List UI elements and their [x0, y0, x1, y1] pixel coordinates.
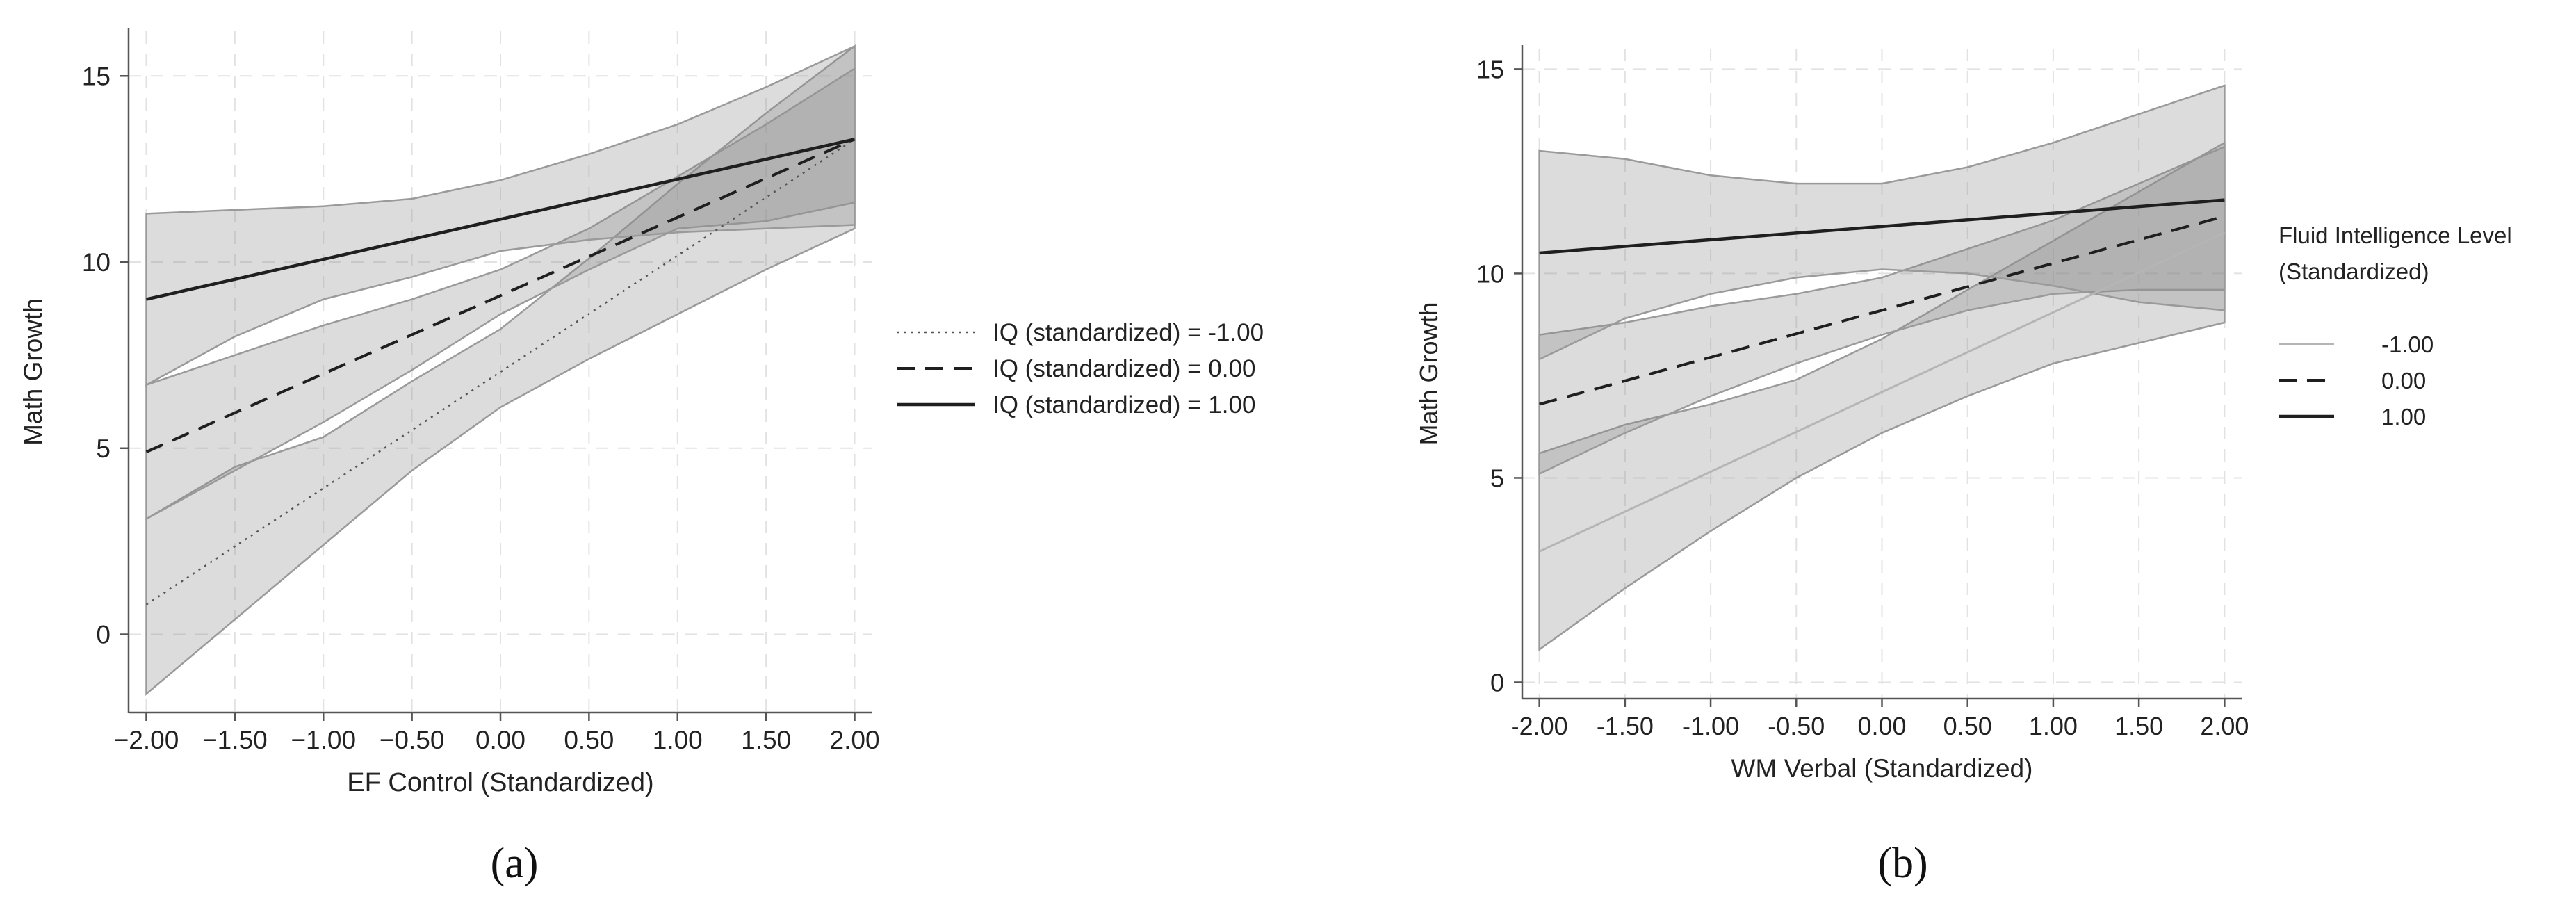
chart-panel-a: −2.00 −1.50 −1.00 −0.50 0.00 0.50 1.00 1.50 2.00… — [19, 28, 1264, 887]
legend-label: 1.00 — [2381, 404, 2426, 430]
x-tick-label: -0.50 — [1768, 712, 1825, 740]
legend-label: -1.00 — [2381, 332, 2434, 357]
series-line-dashed — [145, 138, 856, 453]
panel-label: (a) — [491, 840, 539, 887]
confidence-band-solid — [145, 44, 856, 387]
x-tick-label: 1.50 — [741, 726, 791, 754]
x-tick-label: 1.00 — [2029, 712, 2078, 740]
y-tick-label: 10 — [1476, 259, 1504, 288]
y-tick-label: 5 — [1490, 464, 1504, 492]
confidence-band-dotted — [145, 44, 856, 696]
x-tick-label: 0.50 — [1943, 712, 1992, 740]
series-line-light — [1539, 231, 2225, 553]
legend-label: 0.00 — [2381, 368, 2426, 393]
x-tick-label: 1.00 — [653, 726, 703, 754]
x-tick-label: 2.00 — [2200, 712, 2249, 740]
y-tick-label: 15 — [1476, 55, 1504, 83]
legend-title: (Standardized) — [2279, 259, 2429, 284]
x-tick-label: -1.50 — [1597, 712, 1654, 740]
series-line-solid — [1539, 198, 2225, 255]
y-tick-label: 10 — [82, 248, 111, 277]
legend-label: IQ (standardized) = 0.00 — [993, 355, 1255, 382]
legend-label: IQ (standardized) = 1.00 — [993, 391, 1255, 418]
x-axis-title: WM Verbal (Standardized) — [1731, 754, 2033, 783]
x-tick-label: 1.50 — [2114, 712, 2163, 740]
chart-panel-b: -2.00 -1.50 -1.00 -0.50 0.00 0.50 1.00 1.50 2.00… — [1415, 45, 2512, 887]
y-tick-label: 0 — [96, 621, 111, 649]
y-axis-title: Math Growth — [1415, 302, 1443, 445]
legend-label: IQ (standardized) = -1.00 — [993, 319, 1264, 346]
legend-title: Fluid Intelligence Level — [2279, 222, 2512, 248]
x-tick-label: −1.50 — [202, 726, 268, 754]
y-tick-label: 15 — [82, 62, 111, 90]
x-tick-label: 0.00 — [475, 726, 525, 754]
x-axis-title: EF Control (Standardized) — [347, 768, 653, 797]
confidence-band-light — [1538, 141, 2226, 651]
y-tick-label: 5 — [96, 434, 111, 463]
y-axis-title: Math Growth — [19, 298, 47, 446]
x-tick-label: −1.00 — [291, 726, 356, 754]
confidence-band-solid — [1538, 84, 2226, 361]
x-tick-label: −2.00 — [114, 726, 179, 754]
panel-label: (b) — [1877, 840, 1927, 887]
series-line-solid — [145, 138, 856, 301]
x-tick-label: -2.00 — [1511, 712, 1568, 740]
x-tick-label: 2.00 — [830, 726, 880, 754]
x-tick-label: 0.00 — [1857, 712, 1906, 740]
x-tick-label: -1.00 — [1682, 712, 1739, 740]
series-line-dashed — [1539, 215, 2225, 406]
x-tick-label: 0.50 — [564, 726, 614, 754]
y-tick-label: 0 — [1490, 668, 1504, 697]
x-tick-label: −0.50 — [380, 726, 445, 754]
